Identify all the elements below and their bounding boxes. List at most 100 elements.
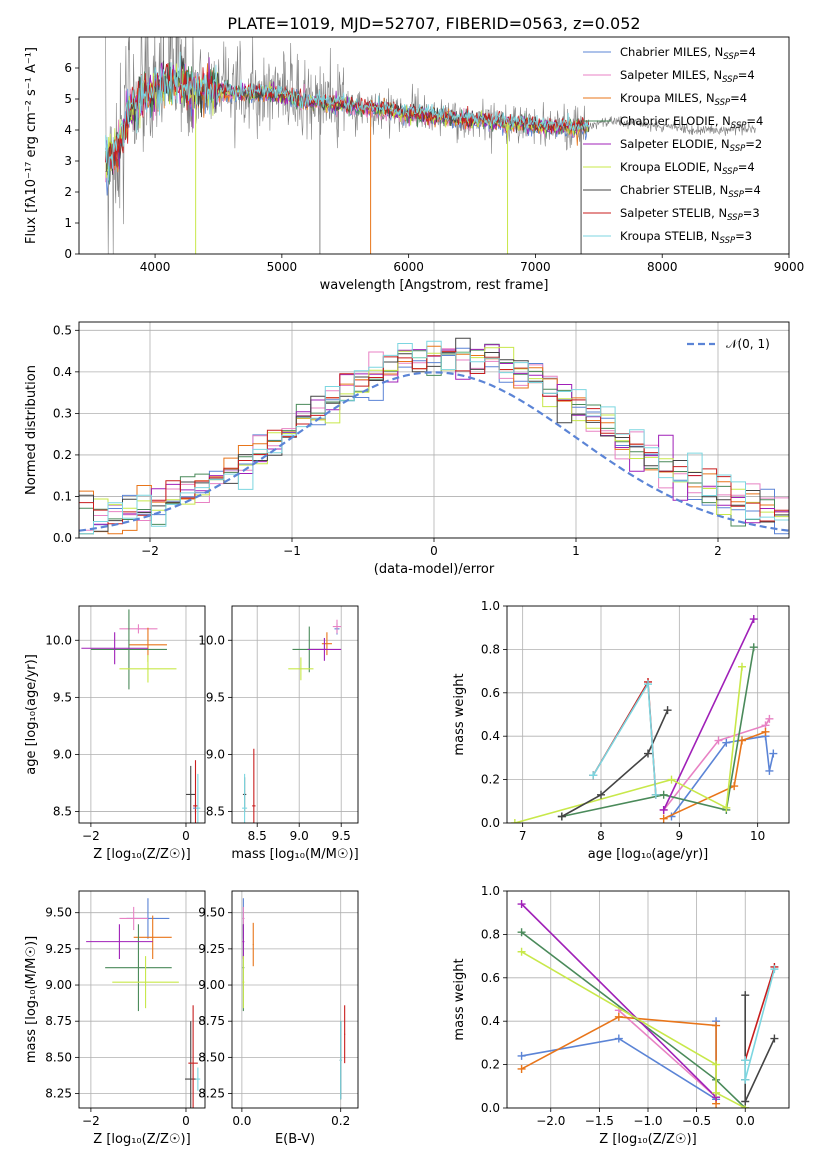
panel-age_vs_mass: 8.5 9.0 9.5 8.5 9.0 9.5 10.0 mass [log₁₀(M/M☉)] xyxy=(198,605,359,862)
y-tick-label: 0.5 xyxy=(53,323,72,337)
series-marker xyxy=(770,1034,779,1043)
series-marker xyxy=(712,1088,721,1097)
panel-residuals: −2 −1 0 1 2 0.0 0.1 0.2 0.3 0.4 0.5 (data-model)/er… xyxy=(24,321,790,577)
series-marker xyxy=(589,771,598,780)
axes-frame xyxy=(78,890,206,1109)
x-axis-label: Z [log₁₀(Z/Z☉)] xyxy=(93,1132,190,1147)
y-tick-label: 9.5 xyxy=(206,690,225,704)
y-tick-label: 0.3 xyxy=(53,406,72,420)
series-line xyxy=(521,951,746,1108)
x-tick-label: −1.0 xyxy=(633,1114,662,1128)
errorbar-salpeter-miles xyxy=(119,906,148,931)
x-tick-label: −1.5 xyxy=(585,1114,614,1128)
series-salpeter-miles xyxy=(659,714,774,814)
y-tick-label: 2 xyxy=(64,185,72,199)
y-tick-label: 0.8 xyxy=(481,927,500,941)
series-marker xyxy=(714,736,723,745)
errorbar-kroupa-stelib xyxy=(242,773,248,823)
hist-chabrier-elodie xyxy=(79,343,789,538)
series-marker xyxy=(517,1051,526,1060)
y-tick-label: 0.2 xyxy=(53,448,72,462)
errorbar-salpeter-elodie xyxy=(307,637,342,661)
series-marker xyxy=(730,782,739,791)
errorbar-kroupa-elodie xyxy=(242,956,245,1009)
series-line xyxy=(744,968,776,1081)
plot-area xyxy=(79,322,789,538)
errorbar-salpeter-elodie xyxy=(81,632,148,665)
errorbar-kroupa-miles xyxy=(252,922,254,967)
series-line xyxy=(561,647,755,818)
x-tick-label: −2 xyxy=(141,544,159,558)
series-salpeter-elodie xyxy=(517,900,721,1102)
y-tick-label: 8.25 xyxy=(45,1087,72,1101)
y-tick-label: 0.4 xyxy=(481,729,500,743)
x-tick-label: 10 xyxy=(750,829,765,843)
series-kroupa-miles xyxy=(659,727,770,823)
plot-area xyxy=(232,606,358,823)
x-tick-label: 6000 xyxy=(393,260,424,274)
errorbar-chabrier-elodie xyxy=(90,609,167,690)
plot-area xyxy=(79,606,205,823)
x-tick-label: 0 xyxy=(182,829,190,843)
axes-frame xyxy=(506,605,790,824)
x-tick-label: 0 xyxy=(430,544,438,558)
series-marker xyxy=(722,803,731,812)
legend-entry: Chabrier STELIB, NSSP=4 xyxy=(620,183,761,200)
x-tick-label: 9.0 xyxy=(290,829,309,843)
series-kroupa-stelib xyxy=(741,965,779,1084)
series-kroupa-elodie xyxy=(517,947,750,1108)
series-marker xyxy=(510,819,519,823)
series-line xyxy=(618,1009,717,1098)
legend-entry: Salpeter MILES, NSSP=4 xyxy=(620,68,755,85)
x-axis-label: wavelength [Angstrom, rest frame] xyxy=(320,278,549,293)
series-marker xyxy=(659,814,668,823)
series-marker xyxy=(749,643,758,652)
x-tick-label: −2.0 xyxy=(536,1114,565,1128)
x-tick-label: −1 xyxy=(283,544,301,558)
series-marker xyxy=(667,775,676,784)
x-tick-label: 0 xyxy=(182,1114,190,1128)
x-tick-label: 7000 xyxy=(520,260,551,274)
hist-kroupa-stelib xyxy=(79,340,789,538)
y-tick-label: 0 xyxy=(64,247,72,261)
series-line xyxy=(514,666,743,823)
series-chabrier-stelib xyxy=(557,706,672,821)
series-marker xyxy=(557,812,566,821)
series-marker xyxy=(517,900,526,909)
y-tick-label: 0.6 xyxy=(481,971,500,985)
series-line xyxy=(592,679,657,795)
x-tick-label: 0.0 xyxy=(736,1114,755,1128)
errorbar-salpeter-stelib xyxy=(193,760,198,823)
axes-frame xyxy=(78,36,790,255)
legend-entry: Chabrier ELODIE, NSSP=4 xyxy=(620,114,763,131)
errorbar-kroupa-miles xyxy=(133,915,172,959)
series-marker xyxy=(614,1034,623,1043)
series-marker xyxy=(741,1075,750,1084)
series-salpeter-elodie xyxy=(659,615,758,814)
x-tick-label: 5000 xyxy=(267,260,298,274)
y-axis-label: mass [log₁₀(M/M☉)] xyxy=(24,936,39,1063)
x-axis-label: Z [log₁₀(Z/Z☉)] xyxy=(93,847,190,862)
series-kroupa-elodie xyxy=(510,662,746,823)
x-tick-label: 0.0 xyxy=(232,1114,251,1128)
errorbar-chabrier-stelib xyxy=(185,765,196,823)
series-marker xyxy=(644,749,652,758)
y-tick-label: 0.8 xyxy=(481,642,500,656)
figure-title: PLATE=1019, MJD=52707, FIBERID=0563, z=0… xyxy=(227,14,640,33)
series-line xyxy=(521,931,746,1108)
x-tick-label: 9000 xyxy=(774,260,805,274)
series-marker xyxy=(738,662,746,671)
y-tick-label: 0.4 xyxy=(481,1014,500,1028)
errorbar-kroupa-stelib xyxy=(195,1067,201,1091)
plot-area xyxy=(507,606,789,823)
series-marker xyxy=(765,766,774,775)
y-axis-label: mass weight xyxy=(452,673,467,755)
y-tick-label: 8.75 xyxy=(45,1014,72,1028)
y-tick-label: 0.0 xyxy=(53,531,72,545)
x-tick-label: 8 xyxy=(597,829,605,843)
axes-frame xyxy=(231,890,359,1109)
x-tick-label: −0.5 xyxy=(682,1114,711,1128)
series-line xyxy=(592,681,657,795)
series-line xyxy=(744,995,776,1102)
